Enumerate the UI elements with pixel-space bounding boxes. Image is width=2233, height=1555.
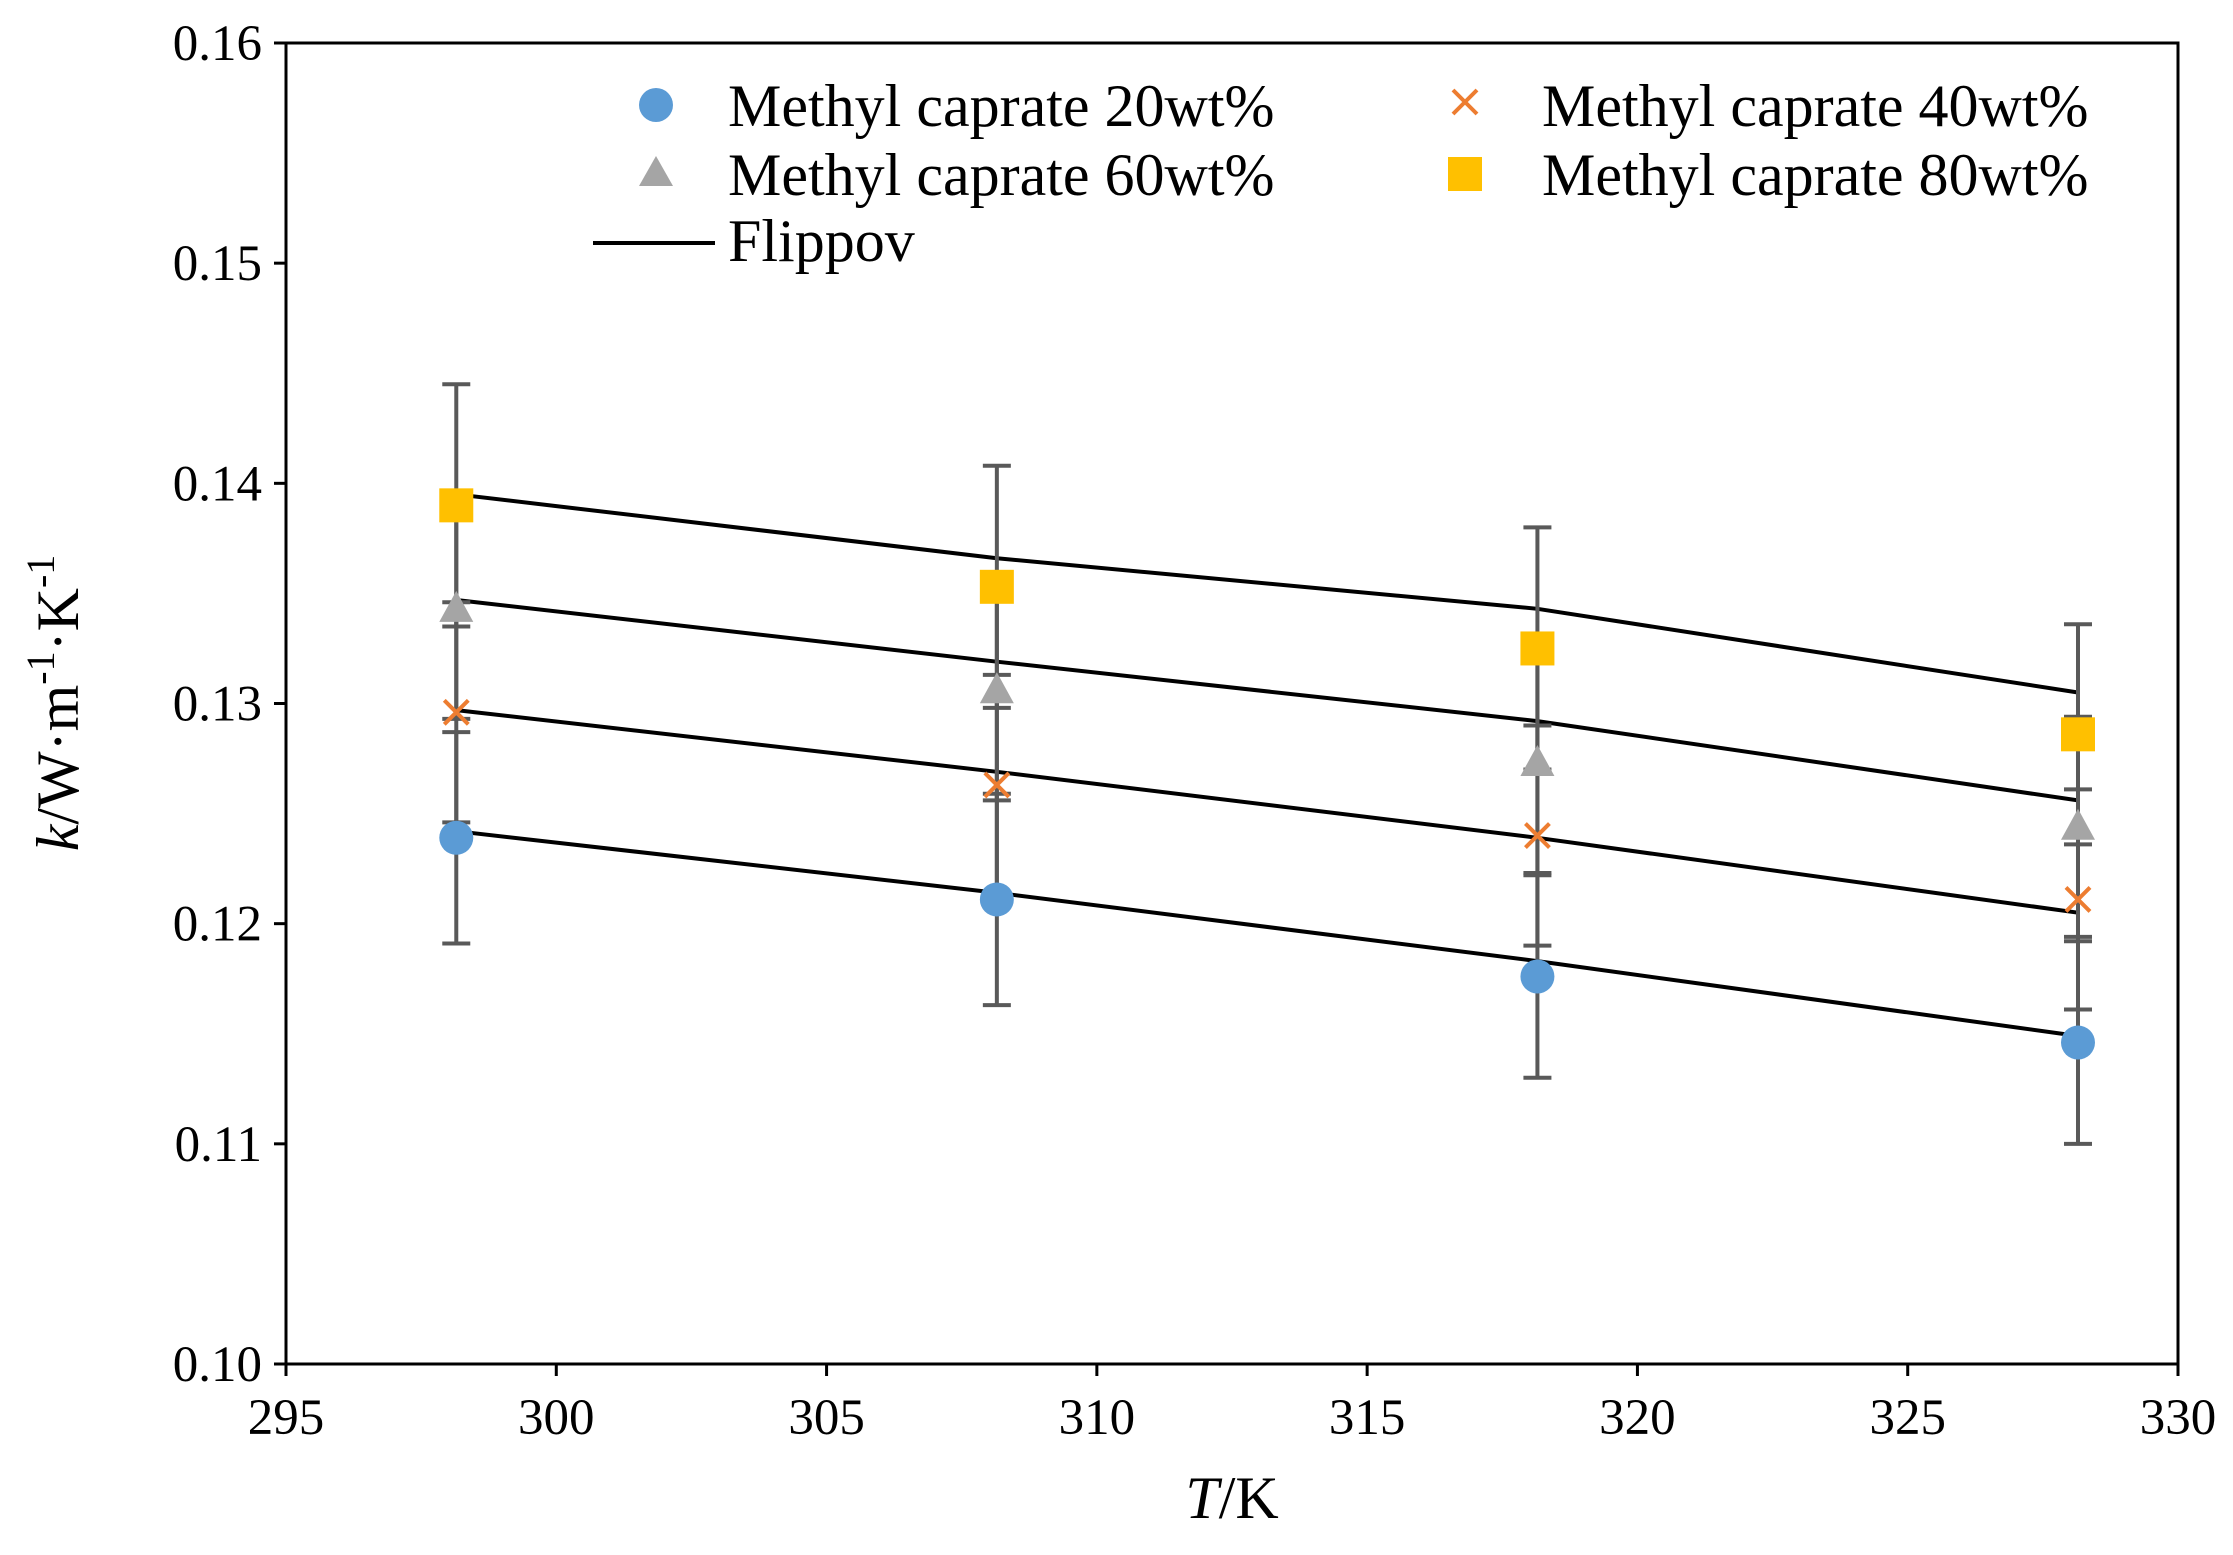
y-tick-label: 0.15 <box>173 236 262 292</box>
legend-label-flippov: Flippov <box>728 208 915 274</box>
data-point-triangle <box>2060 808 2095 840</box>
legend-item-60wt: Methyl caprate 60wt% <box>639 142 1274 208</box>
error-bars <box>442 382 2092 1146</box>
y-tick-label: 0.12 <box>173 897 262 953</box>
y-axis-ticks: 0.10 0.11 0.12 0.13 0.14 0.15 0.16 <box>173 16 286 1393</box>
data-point-square <box>2060 717 2095 752</box>
flippov-lines <box>456 492 2079 1038</box>
x-tick-label: 310 <box>1059 1390 1136 1446</box>
data-point-square <box>979 569 1014 604</box>
legend-label-20wt: Methyl caprate 20wt% <box>728 73 1274 139</box>
x-tick-label: 330 <box>2140 1390 2217 1446</box>
data-point-x <box>983 771 1011 799</box>
y-tick-label: 0.11 <box>175 1117 262 1173</box>
data-point-triangle <box>439 590 474 622</box>
x-tick-label: 300 <box>518 1390 595 1446</box>
x-tick-label: 325 <box>1869 1390 1946 1446</box>
data-point-square <box>439 488 474 523</box>
y-tick-label: 0.16 <box>173 16 262 72</box>
data-point-x <box>1524 822 1551 850</box>
flippov-line <box>456 492 2079 695</box>
x-tick-label: 305 <box>788 1390 865 1446</box>
x-axis-title: T/K <box>1185 1465 1278 1531</box>
legend-label-40wt: Methyl caprate 40wt% <box>1542 73 2088 139</box>
legend-triangle-marker <box>639 156 673 186</box>
data-point-triangle <box>1520 744 1555 776</box>
data-point-circle <box>1520 959 1555 994</box>
y-axis-title: k/W·m-1·K-1 <box>18 555 91 852</box>
legend-label-60wt: Methyl caprate 60wt% <box>728 142 1274 208</box>
legend-item-80wt: Methyl caprate 80wt% <box>1448 142 2088 208</box>
data-point-square <box>1520 631 1555 666</box>
legend: Methyl caprate 20wt% Methyl caprate 40wt… <box>593 73 2088 274</box>
legend-square-marker <box>1448 157 1482 191</box>
legend-item-flippov: Flippov <box>593 208 915 274</box>
data-point-triangle <box>979 672 1014 704</box>
legend-label-80wt: Methyl caprate 80wt% <box>1542 142 2088 208</box>
data-point-circle <box>439 820 474 855</box>
y-tick-label: 0.14 <box>173 456 262 512</box>
x-tick-label: 315 <box>1329 1390 1406 1446</box>
y-tick-label: 0.13 <box>173 677 262 733</box>
data-point-circle <box>979 882 1014 917</box>
plot-area-frame <box>284 41 2180 1366</box>
y-tick-label: 0.10 <box>173 1337 262 1393</box>
x-tick-label: 320 <box>1599 1390 1676 1446</box>
flippov-line <box>456 708 2079 915</box>
legend-item-20wt: Methyl caprate 20wt% <box>639 73 1274 139</box>
legend-item-40wt: Methyl caprate 40wt% <box>1451 73 2088 139</box>
x-tick-label: 295 <box>248 1390 325 1446</box>
flippov-line <box>456 598 2079 803</box>
data-point-x <box>2064 886 2092 913</box>
flippov-line <box>456 829 2079 1038</box>
legend-circle-marker <box>639 88 673 122</box>
data-point-x <box>442 698 470 726</box>
data-markers <box>439 488 2095 1060</box>
legend-x-marker <box>1451 88 1479 116</box>
x-axis-ticks: 295 300 305 310 315 320 325 330 <box>248 1364 2217 1446</box>
data-point-circle <box>2060 1025 2095 1060</box>
